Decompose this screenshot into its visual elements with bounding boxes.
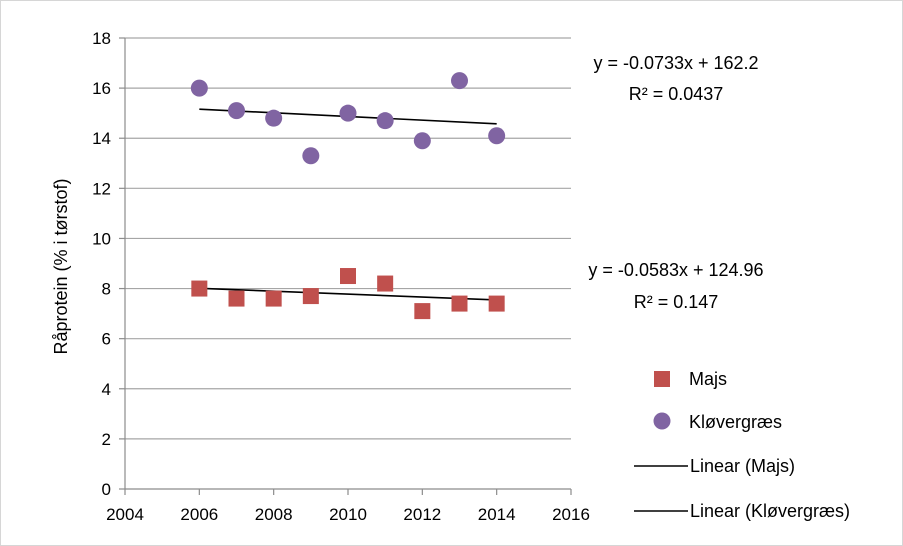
- trendline-equation: y = -0.0733x + 162.2: [593, 53, 758, 73]
- majs-point: [340, 268, 356, 285]
- trendline-r2: R² = 0.0437: [629, 84, 724, 104]
- majs-point: [488, 295, 505, 312]
- trendline-equation: y = -0.0583x + 124.96: [588, 260, 763, 280]
- y-tick-label: 8: [102, 280, 111, 299]
- y-tick-label: 4: [102, 380, 111, 399]
- majs-point: [302, 288, 319, 305]
- y-axis-title: Råprotein (% i tørstof): [51, 178, 71, 354]
- klovergraes-point: [376, 112, 394, 130]
- majs-point: [265, 290, 282, 307]
- trendline-r2: R² = 0.147: [634, 292, 719, 312]
- legend-label-linear-majs: Linear (Majs): [690, 456, 795, 476]
- majs-point: [414, 303, 431, 320]
- klovergraes-point: [190, 79, 208, 97]
- legend-marker-klovergraes: [653, 412, 671, 430]
- y-tick-label: 0: [102, 480, 111, 499]
- x-tick-label: 2014: [478, 505, 516, 524]
- x-tick-label: 2012: [403, 505, 441, 524]
- x-tick-label: 2008: [255, 505, 293, 524]
- legend-label-klovergraes: Kløvergræs: [689, 412, 782, 432]
- y-tick-label: 14: [92, 129, 111, 148]
- y-tick-label: 2: [102, 430, 111, 449]
- x-tick-label: 2010: [329, 505, 367, 524]
- legend-marker-majs: [654, 371, 670, 387]
- klovergraes-point: [302, 147, 320, 165]
- y-tick-label: 18: [92, 29, 111, 48]
- y-tick-label: 12: [92, 179, 111, 198]
- y-tick-label: 16: [92, 79, 111, 98]
- legend-label-linear-klovergraes: Linear (Kløvergræs): [690, 501, 850, 521]
- trendline-0: [199, 287, 497, 301]
- klovergraes-point: [339, 104, 357, 122]
- y-tick-label: 6: [102, 330, 111, 349]
- klovergraes-point: [488, 127, 506, 145]
- x-tick-label: 2006: [180, 505, 218, 524]
- klovergraes-point: [265, 109, 283, 127]
- klovergraes-point: [451, 72, 468, 90]
- legend-label-majs: Majs: [689, 369, 727, 389]
- majs-point: [377, 275, 394, 292]
- klovergraes-point: [413, 132, 431, 150]
- majs-point: [451, 295, 468, 312]
- x-tick-label: 2004: [106, 505, 144, 524]
- majs-point: [191, 280, 208, 297]
- y-tick-label: 10: [92, 229, 111, 248]
- x-tick-label: 2016: [552, 505, 590, 524]
- klovergraes-point: [228, 102, 245, 120]
- majs-point: [228, 290, 245, 307]
